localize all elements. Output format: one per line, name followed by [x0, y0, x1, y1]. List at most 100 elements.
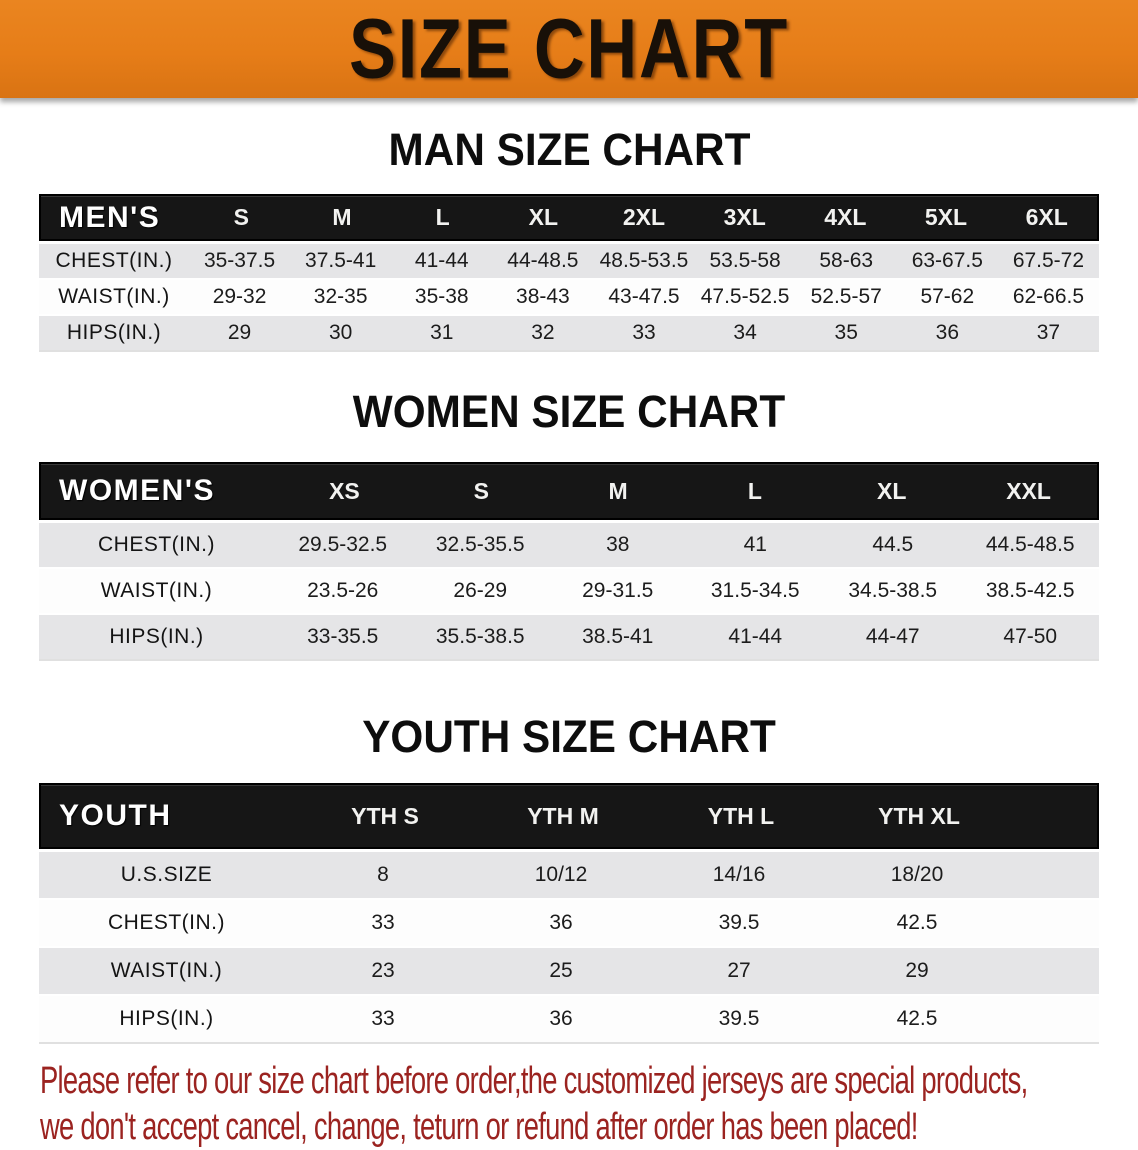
- youth-size-table-title: YOUTH: [59, 799, 172, 832]
- youth-size-table-row-0: U.S.SIZE 8 10/12 14/16 18/20: [39, 852, 1099, 900]
- men-size-table-cell-1-8: 62-66.5: [1012, 285, 1085, 308]
- men-size-table-cell-2-3: 32: [531, 321, 555, 344]
- man-size-chart-heading: MAN SIZE CHART: [388, 124, 750, 175]
- men-size-table-cell-0-1: 37.5-41: [305, 249, 377, 272]
- men-size-table-col-3: XL: [528, 204, 559, 230]
- men-size-table-row-label-2: HIPS(IN.): [66, 321, 162, 344]
- youth-size-table-col-0: YTH S: [351, 802, 419, 829]
- women-size-table-cell-1-4: 34.5-38.5: [848, 579, 938, 602]
- women-size-table-cell-0-3: 41: [743, 533, 767, 556]
- men-size-table-col-6: 4XL: [824, 204, 867, 230]
- men-size-table-cell-1-3: 38-43: [516, 285, 570, 308]
- women-size-table-col-0: XS: [329, 477, 360, 504]
- women-size-table-col-3: L: [747, 477, 762, 504]
- youth-size-table-cell-1-3: 42.5: [896, 911, 938, 934]
- women-size-table-row-2: HIPS(IN.) 33-35.5 35.5-38.5 38.5-41 41-44 44-…: [39, 615, 1099, 661]
- women-size-table-cell-1-3: 31.5-34.5: [710, 579, 800, 602]
- women-size-table-cell-2-3: 41-44: [728, 625, 783, 648]
- women-size-table-cell-2-5: 47-50: [1003, 625, 1058, 648]
- youth-size-table-row-3: HIPS(IN.) 33 36 39.5 42.5: [39, 996, 1099, 1044]
- women-size-table-cell-0-1: 32.5-35.5: [435, 533, 525, 556]
- men-size-table-cell-0-3: 44-48.5: [507, 249, 579, 272]
- youth-size-table-row-2: WAIST(IN.) 23 25 27 29: [39, 948, 1099, 996]
- women-size-table-header-row: WOMEN'S XS S M L XL XXL: [39, 462, 1099, 520]
- men-size-table-title: MEN'S: [59, 200, 161, 234]
- youth-size-table-cell-0-3: 18/20: [890, 863, 944, 886]
- women-size-table-cell-1-1: 26-29: [453, 579, 508, 602]
- men-size-table-cell-2-2: 31: [430, 321, 454, 344]
- youth-size-table-header-row: YOUTH YTH S YTH M YTH L YTH XL: [39, 783, 1099, 849]
- women-size-table-cell-2-2: 38.5-41: [582, 625, 654, 648]
- women-size-table-cell-0-2: 38: [606, 533, 630, 556]
- youth-size-chart-heading: YOUTH SIZE CHART: [362, 711, 776, 762]
- youth-size-table-row-label-3: HIPS(IN.): [119, 1007, 214, 1030]
- women-size-table-cell-0-4: 44.5: [872, 533, 914, 556]
- men-size-table-col-0: S: [233, 204, 249, 230]
- men-size-table-cell-1-4: 43-47.5: [608, 285, 680, 308]
- men-size-table-cell-2-6: 35: [834, 321, 858, 344]
- youth-size-table-row-label-0: U.S.SIZE: [120, 863, 213, 886]
- men-size-table-cell-0-5: 53.5-58: [709, 249, 781, 272]
- men-size-table-cell-2-5: 34: [733, 321, 757, 344]
- men-size-table-cell-0-2: 41-44: [414, 249, 469, 272]
- banner-title: SIZE CHART: [349, 1, 789, 96]
- women-size-table-title: WOMEN'S: [59, 474, 215, 507]
- women-size-table-col-4: XL: [877, 477, 907, 504]
- youth-size-table-cell-2-1: 25: [549, 959, 573, 982]
- women-size-table-cell-1-0: 23.5-26: [307, 579, 379, 602]
- men-size-table-cell-2-0: 29: [227, 321, 252, 344]
- men-size-table-cell-1-7: 57-62: [920, 285, 975, 308]
- men-size-table-cell-0-8: 67.5-72: [1012, 249, 1085, 272]
- youth-size-table-cell-1-2: 39.5: [718, 911, 760, 934]
- women-size-table-col-1: S: [473, 477, 489, 504]
- women-size-table-cell-2-4: 44-47: [865, 625, 920, 648]
- men-size-table-cell-1-5: 47.5-52.5: [700, 285, 790, 308]
- youth-size-table-cell-0-1: 10/12: [534, 863, 588, 886]
- men-size-table-cell-0-7: 63-67.5: [911, 249, 983, 272]
- size-chart-banner: SIZE CHART: [0, 0, 1138, 98]
- men-size-table-cell-1-1: 32-35: [313, 285, 368, 308]
- women-size-table-cell-0-5: 44.5-48.5: [985, 533, 1075, 556]
- women-size-table-row-label-0: CHEST(IN.): [98, 533, 215, 556]
- men-size-table-cell-1-6: 52.5-57: [810, 285, 882, 308]
- men-size-table-cell-0-4: 48.5-53.5: [599, 249, 689, 272]
- youth-size-table-cell-3-1: 36: [549, 1007, 573, 1030]
- men-size-table-cell-2-1: 30: [328, 321, 353, 344]
- disclaimer: Please refer to our size chart before or…: [40, 1058, 1138, 1150]
- men-size-table-cell-0-6: 58-63: [819, 249, 874, 272]
- youth-size-table-cell-3-2: 39.5: [718, 1007, 760, 1030]
- youth-size-table-row-label-1: CHEST(IN.): [108, 911, 225, 934]
- men-size-table-col-5: 3XL: [723, 204, 766, 230]
- women-size-table-row-label-1: WAIST(IN.): [100, 579, 213, 602]
- disclaimer-line-1: Please refer to our size chart before or…: [40, 1060, 1028, 1102]
- youth-size-table-row-label-2: WAIST(IN.): [110, 959, 223, 982]
- men-size-table-col-2: L: [435, 204, 450, 230]
- men-size-table-col-1: M: [332, 204, 352, 230]
- youth-size-table-cell-3-0: 33: [371, 1007, 395, 1030]
- women-size-table-cell-0-0: 29.5-32.5: [298, 533, 388, 556]
- men-size-table-row-label-0: CHEST(IN.): [55, 249, 173, 272]
- men-size-table-cell-2-4: 33: [632, 321, 656, 344]
- women-size-table-row-0: CHEST(IN.) 29.5-32.5 32.5-35.5 38 41 44.5 44.5…: [39, 523, 1099, 569]
- men-size-table-row-1: WAIST(IN.) 29-32 32-35 35-38 38-43 43-47.5 47.…: [39, 280, 1099, 316]
- women-size-chart-heading: WOMEN SIZE CHART: [352, 386, 786, 437]
- women-size-table-col-5: XXL: [1006, 477, 1051, 504]
- women-size-table-row-label-2: HIPS(IN.): [109, 625, 204, 648]
- women-size-table: WOMEN'S XS S M L XL XXL CHEST(IN.) 29.5-32.5 32.5…: [39, 462, 1099, 661]
- youth-size-table-cell-2-2: 27: [727, 959, 751, 982]
- youth-size-table-col-2: YTH L: [707, 802, 775, 829]
- youth-size-table-cell-1-0: 33: [371, 911, 395, 934]
- men-size-table-row-0: CHEST(IN.) 35-37.5 37.5-41 41-44 44-48.5 48.5…: [39, 244, 1099, 280]
- youth-size-table-cell-2-0: 23: [371, 959, 395, 982]
- men-size-table: MEN'S S M L XL 2XL 3XL 4XL 5XL 6XL CHEST(IN.) 35-37…: [39, 194, 1099, 352]
- youth-size-table-col-1: YTH M: [527, 802, 599, 829]
- women-size-table-cell-2-1: 35.5-38.5: [435, 625, 525, 648]
- men-size-table-col-7: 5XL: [924, 204, 968, 230]
- men-size-table-cell-1-0: 29-32: [212, 285, 267, 308]
- women-size-table-cell-1-5: 38.5-42.5: [985, 579, 1075, 602]
- men-size-table-row-2: HIPS(IN.) 29 30 31 32 33 34 35 36 37: [39, 316, 1099, 352]
- men-size-table-cell-1-2: 35-38: [414, 285, 469, 308]
- youth-size-table-cell-0-2: 14/16: [712, 863, 766, 886]
- men-size-table-row-label-1: WAIST(IN.): [58, 285, 170, 308]
- youth-size-table-col-3: YTH XL: [878, 802, 960, 829]
